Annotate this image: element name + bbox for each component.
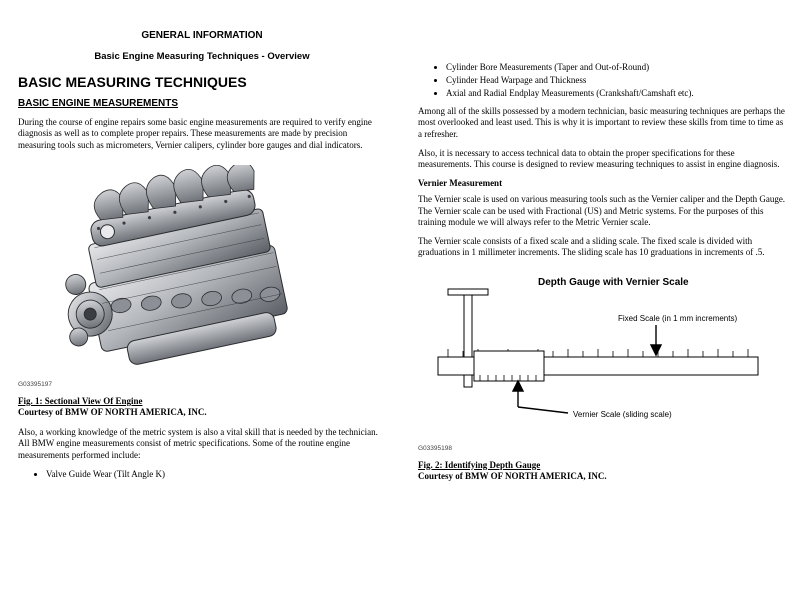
list-item: Axial and Radial Endplay Measurements (C… (446, 88, 786, 98)
figure-2-caption: Fig. 2: Identifying Depth Gauge Courtesy… (418, 460, 786, 483)
left-column: GENERAL INFORMATION Basic Engine Measuri… (0, 0, 400, 600)
right-column: Cylinder Bore Measurements (Taper and Ou… (400, 0, 800, 600)
vernier-scale-label: Vernier Scale (sliding scale) (573, 410, 672, 419)
figure-2-code: G03395198 (418, 445, 786, 452)
list-item: Cylinder Head Warpage and Thickness (446, 75, 786, 85)
depth-gauge-figure: Depth Gauge with Vernier Scale (418, 269, 778, 439)
general-info-header: GENERAL INFORMATION (18, 30, 386, 41)
overview-header: Basic Engine Measuring Techniques - Over… (18, 51, 386, 62)
techdata-paragraph: Also, it is necessary to access technica… (418, 148, 786, 171)
vernier-p1: The Vernier scale is used on various mea… (418, 194, 786, 228)
section-subtitle: BASIC ENGINE MEASUREMENTS (18, 98, 386, 109)
right-bullet-list: Cylinder Bore Measurements (Taper and Ou… (446, 62, 786, 98)
metric-paragraph: Also, a working knowledge of the metric … (18, 427, 386, 461)
engine-sectional-figure (18, 165, 338, 375)
list-item: Cylinder Bore Measurements (Taper and Ou… (446, 62, 786, 72)
vernier-p2: The Vernier scale consists of a fixed sc… (418, 236, 786, 259)
list-item: Valve Guide Wear (Tilt Angle K) (46, 469, 386, 479)
figure-1-caption: Fig. 1: Sectional View Of Engine Courtes… (18, 396, 386, 419)
figure-1-title: Fig. 1: Sectional View Of Engine (18, 396, 143, 406)
main-title: BASIC MEASURING TECHNIQUES (18, 74, 386, 90)
document-page: GENERAL INFORMATION Basic Engine Measuri… (0, 0, 800, 600)
left-bullet-list: Valve Guide Wear (Tilt Angle K) (46, 469, 386, 479)
figure-2-credit: Courtesy of BMW OF NORTH AMERICA, INC. (418, 471, 607, 481)
skills-paragraph: Among all of the skills possessed by a m… (418, 106, 786, 140)
fixed-scale-label: Fixed Scale (in 1 mm increments) (618, 314, 737, 323)
figure-1-code: G03395197 (18, 381, 386, 388)
figure-2-title: Fig. 2: Identifying Depth Gauge (418, 460, 540, 470)
intro-paragraph: During the course of engine repairs some… (18, 117, 386, 151)
figure-1-credit: Courtesy of BMW OF NORTH AMERICA, INC. (18, 407, 207, 417)
diagram-title: Depth Gauge with Vernier Scale (538, 277, 689, 288)
vernier-subheader: Vernier Measurement (418, 178, 786, 188)
